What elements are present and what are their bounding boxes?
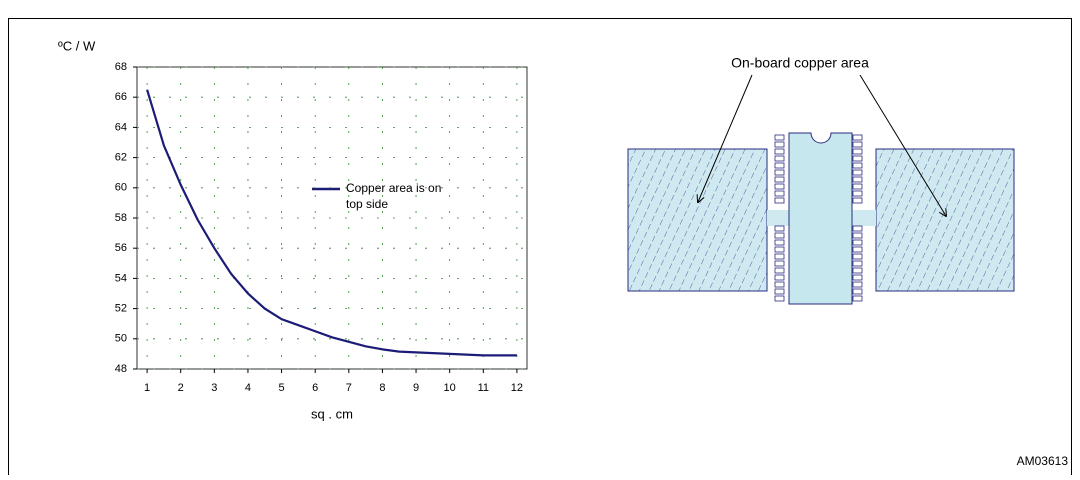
x-tick-label: 2 [178,382,184,394]
legend-label: Copper area is on top side [346,181,442,211]
x-tick-label: 9 [413,382,419,394]
y-tick-label: 50 [115,333,127,345]
y-tick-label: 54 [115,272,127,284]
y-tick-label: 68 [115,61,127,73]
y-tick-label: 62 [115,152,127,164]
y-tick-label: 64 [115,121,127,133]
plot-area [136,66,528,370]
x-tick-label: 5 [279,382,285,394]
y-tick-label: 60 [115,182,127,194]
y-axis-label: ºC / W [58,38,96,53]
x-tick-label: 7 [346,382,352,394]
y-tick-label: 56 [115,242,127,254]
pcb-diagram: On-board copper area AM03613 [627,55,1069,468]
x-tick-label: 8 [379,382,385,394]
x-tick-label: 3 [211,382,217,394]
y-tick-label: 58 [115,212,127,224]
x-tick-label: 12 [511,382,523,394]
y-tick-label: 48 [115,363,127,375]
series-line [146,89,517,357]
y-tick-label: 66 [115,91,127,103]
y-tick-label: 52 [115,303,127,315]
figure-code: AM03613 [1017,454,1069,468]
x-axis-label: sq . cm [311,406,353,421]
x-tick-label: 6 [312,382,318,394]
x-tick-label: 10 [444,382,456,394]
x-tick-label: 4 [245,382,251,394]
x-tick-label: 11 [478,382,489,394]
diagram-label: On-board copper area [731,55,869,71]
x-tick-label: 1 [144,382,150,394]
